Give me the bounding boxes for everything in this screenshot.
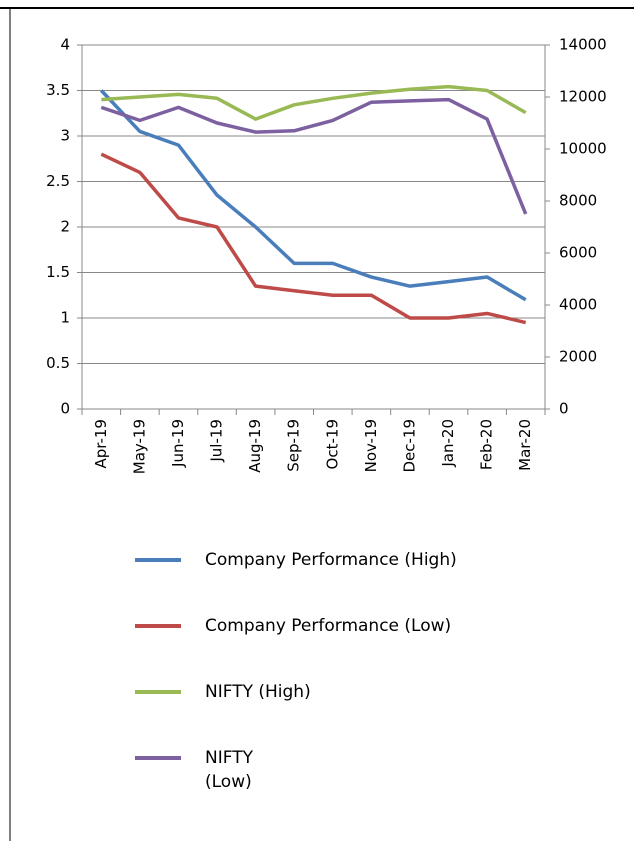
x-tick-label: Mar-20 [516, 419, 534, 471]
x-tick-label: Jul-19 [208, 419, 226, 463]
legend-swatch [135, 690, 181, 694]
y-tick-label: 0.5 [46, 354, 70, 372]
y-tick-label: 3.5 [46, 81, 70, 99]
legend-label: Company Performance (Low) [205, 616, 452, 636]
y2-tick-label: 2000 [559, 348, 597, 366]
legend-item: NIFTY (Low) [135, 746, 265, 794]
y2-tick-label: 14000 [559, 36, 607, 54]
legend-item: NIFTY (High) [135, 680, 405, 704]
legend-label: Company Performance (High) [205, 550, 457, 570]
y-tick-label: 1.5 [46, 263, 70, 281]
x-tick-label: Oct-19 [323, 419, 341, 469]
y-tick-label: 3 [60, 127, 70, 145]
legend-swatch [135, 756, 181, 760]
legend-swatch [135, 624, 181, 628]
y2-tick-label: 0 [559, 400, 569, 418]
series-line [101, 84, 527, 121]
x-tick-label: Feb-20 [478, 419, 496, 470]
series-line [100, 152, 527, 325]
x-tick-label: Nov-19 [362, 419, 380, 472]
x-tick-label: Sep-19 [285, 419, 303, 472]
legend-swatch [135, 558, 181, 562]
y2-tick-label: 4000 [559, 296, 597, 314]
series-line [100, 89, 527, 302]
series-line [100, 97, 528, 215]
x-tick-label: Dec-19 [400, 419, 418, 473]
legend-item: Company Performance (High) [135, 548, 475, 572]
y-tick-label: 0 [60, 400, 70, 418]
y2-tick-label: 6000 [559, 244, 597, 262]
legend-label: NIFTY (Low) [205, 748, 253, 792]
x-tick-label: Aug-19 [246, 419, 264, 473]
y2-tick-label: 10000 [559, 140, 607, 158]
legend-label: NIFTY (High) [205, 682, 311, 702]
y-tick-label: 2 [60, 218, 70, 236]
y2-tick-label: 8000 [559, 192, 597, 210]
x-tick-label: Jan-20 [439, 419, 457, 468]
legend-item: Company Performance (Low) [135, 614, 535, 638]
x-tick-label: May-19 [130, 419, 148, 474]
y-tick-label: 2.5 [46, 172, 70, 190]
x-tick-label: Apr-19 [92, 419, 110, 469]
y2-tick-label: 12000 [559, 88, 607, 106]
y-tick-label: 4 [60, 36, 70, 54]
y-tick-label: 1 [60, 309, 70, 327]
x-tick-label: Jun-19 [169, 419, 187, 468]
